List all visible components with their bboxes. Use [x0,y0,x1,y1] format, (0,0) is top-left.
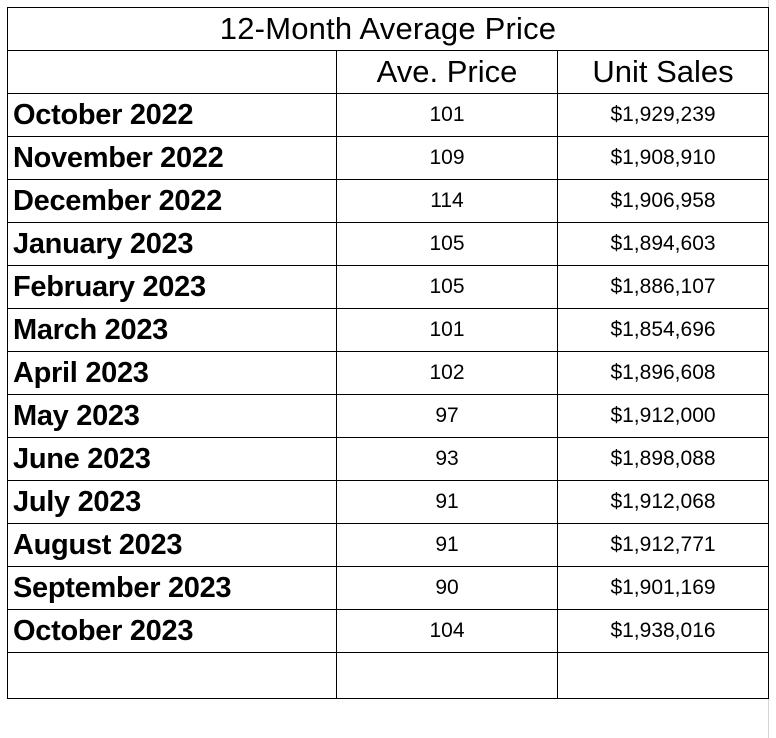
empty-cell[interactable] [7,652,337,699]
unit-sales-cell[interactable]: $1,906,958 [556,179,770,223]
month-cell[interactable]: January 2023 [7,222,337,266]
month-cell[interactable]: October 2023 [7,609,337,653]
month-cell[interactable]: June 2023 [7,437,337,481]
month-cell[interactable]: October 2022 [7,93,337,137]
ave-price-cell[interactable]: 109 [336,136,558,180]
table-row: September 2023 90 $1,901,169 [7,566,770,610]
ave-price-cell[interactable]: 101 [336,93,558,137]
table-row: May 2023 97 $1,912,000 [7,394,770,438]
empty-row [7,652,770,699]
month-cell[interactable]: May 2023 [7,394,337,438]
table-row: October 2022 101 $1,929,239 [7,93,770,137]
ave-price-cell[interactable]: 91 [336,480,558,524]
month-cell[interactable]: August 2023 [7,523,337,567]
unit-sales-cell[interactable]: $1,929,239 [556,93,770,137]
unit-sales-cell[interactable]: $1,912,000 [556,394,770,438]
month-cell[interactable]: February 2023 [7,265,337,309]
table-row: March 2023 101 $1,854,696 [7,308,770,352]
header-cell-month[interactable] [7,50,337,94]
table-title[interactable]: 12-Month Average Price [6,7,770,51]
month-cell[interactable]: December 2022 [7,179,337,223]
table-row: October 2023 104 $1,938,016 [7,609,770,653]
header-cell-unit-sales[interactable]: Unit Sales [556,50,770,94]
ave-price-cell[interactable]: 91 [336,523,558,567]
month-cell[interactable]: April 2023 [7,351,337,395]
header-row: Ave. Price Unit Sales [7,50,770,94]
empty-cell[interactable] [336,652,558,699]
unit-sales-cell[interactable]: $1,901,169 [556,566,770,610]
ave-price-cell[interactable]: 105 [336,265,558,309]
ave-price-cell[interactable]: 101 [336,308,558,352]
price-table: 12-Month Average Price Ave. Price Unit S… [6,7,770,699]
ave-price-cell[interactable]: 97 [336,394,558,438]
unit-sales-cell[interactable]: $1,898,088 [556,437,770,481]
ave-price-cell[interactable]: 114 [336,179,558,223]
title-row: 12-Month Average Price [6,7,770,51]
table-body: 12-Month Average Price Ave. Price Unit S… [6,7,770,699]
table-row: November 2022 109 $1,908,910 [7,136,770,180]
unit-sales-cell[interactable]: $1,894,603 [556,222,770,266]
table-row: June 2023 93 $1,898,088 [7,437,770,481]
empty-cell[interactable] [556,652,770,699]
month-cell[interactable]: July 2023 [7,480,337,524]
ave-price-cell[interactable]: 105 [336,222,558,266]
unit-sales-cell[interactable]: $1,886,107 [556,265,770,309]
table-row: August 2023 91 $1,912,771 [7,523,770,567]
unit-sales-cell[interactable]: $1,896,608 [556,351,770,395]
unit-sales-cell[interactable]: $1,912,771 [556,523,770,567]
unit-sales-cell[interactable]: $1,854,696 [556,308,770,352]
unit-sales-cell[interactable]: $1,908,910 [556,136,770,180]
ave-price-cell[interactable]: 90 [336,566,558,610]
month-cell[interactable]: March 2023 [7,308,337,352]
table-row: July 2023 91 $1,912,068 [7,480,770,524]
month-cell[interactable]: November 2022 [7,136,337,180]
ave-price-cell[interactable]: 104 [336,609,558,653]
unit-sales-cell[interactable]: $1,938,016 [556,609,770,653]
ave-price-cell[interactable]: 93 [336,437,558,481]
table-row: April 2023 102 $1,896,608 [7,351,770,395]
month-cell[interactable]: September 2023 [7,566,337,610]
table-row: January 2023 105 $1,894,603 [7,222,770,266]
header-cell-ave-price[interactable]: Ave. Price [336,50,558,94]
table-row: February 2023 105 $1,886,107 [7,265,770,309]
table-row: December 2022 114 $1,906,958 [7,179,770,223]
ave-price-cell[interactable]: 102 [336,351,558,395]
unit-sales-cell[interactable]: $1,912,068 [556,480,770,524]
